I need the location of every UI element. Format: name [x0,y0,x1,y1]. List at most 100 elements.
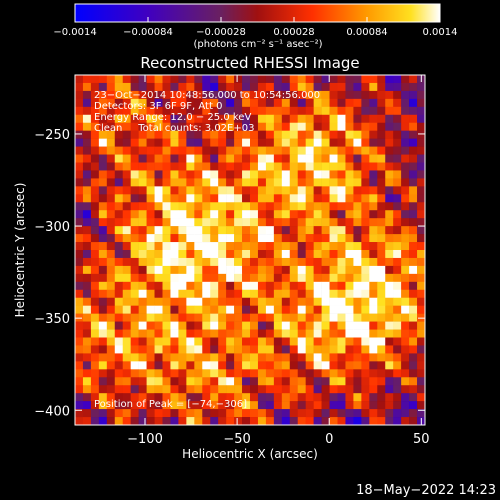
heatmap-cell [289,138,299,147]
heatmap-cell [401,353,410,362]
heatmap-cell [337,90,346,100]
heatmap-cell [146,82,155,92]
heatmap-cell [250,122,259,131]
heatmap-cell [146,114,155,124]
heatmap-cell [234,297,243,306]
heatmap-cell [401,242,410,251]
heatmap-cell [98,289,108,299]
heatmap-cell [202,138,211,147]
heatmap-cell [369,170,378,179]
heatmap-cell [281,75,291,84]
heatmap-cell [242,226,251,235]
x-tick-label: −100 [127,432,163,447]
heatmap-cell [305,234,314,243]
heatmap-cell [82,162,92,171]
heatmap-cell [162,218,171,227]
heatmap-cell [138,257,147,267]
heatmap-cell [345,313,354,322]
heatmap-cell [385,122,394,131]
heatmap-cell [234,226,243,235]
heatmap-cell [138,393,147,402]
heatmap-cell [297,106,306,116]
heatmap-cell [281,154,291,163]
heatmap-cell [289,186,299,195]
heatmap-cell [170,154,179,163]
heatmap-cell [234,257,243,267]
heatmap-cell [329,345,338,354]
heatmap-cell [377,353,386,362]
heatmap-cell [313,369,322,378]
heatmap-cell [170,250,179,259]
heatmap-cell [170,273,179,283]
heatmap-cell [273,353,283,362]
heatmap-cell [130,178,139,187]
heatmap-cell [114,226,124,235]
heatmap-cell [401,273,410,283]
heatmap-cell [186,202,195,211]
heatmap-cell [385,377,394,386]
heatmap-cell [226,321,235,330]
heatmap-cell [321,297,330,306]
heatmap-cell [194,361,203,370]
heatmap-cell [361,242,370,251]
heatmap-cell [138,194,147,203]
colorbar-unit-label: (photons cm⁻² s⁻¹ asec⁻²) [193,39,322,50]
heatmap-cell [114,377,124,386]
heatmap-cell [257,98,267,108]
heatmap-cell [82,138,92,147]
heatmap-cell [377,178,386,187]
heatmap-cell [154,401,163,410]
heatmap-cell [82,361,92,370]
plot-frame [74,74,426,426]
heatmap-cell [226,210,235,219]
heatmap-cell [329,321,338,330]
heatmap-cell [257,202,267,211]
heatmap-cell [337,218,346,227]
heatmap-cell [90,202,100,211]
heatmap-cell [393,329,402,338]
heatmap-cell [218,257,227,267]
heatmap-cell [361,162,370,171]
heatmap-cell [162,75,171,84]
heatmap-cell [353,313,362,322]
heatmap-cell [138,313,147,322]
heatmap-cell [305,305,314,314]
heatmap-cell [218,234,227,243]
heatmap-cell [289,377,299,386]
heatmap-cell [178,130,187,139]
heatmap-cell [289,313,299,322]
heatmap-cell [218,122,227,131]
heatmap-cell [361,273,370,283]
heatmap-cell [353,305,362,314]
heatmap-cell [313,154,322,163]
heatmap-cell [321,393,330,402]
heatmap-cell [162,178,171,187]
heatmap-cell [218,82,227,92]
heatmap-cell [409,218,418,227]
heatmap-cell [337,75,346,84]
heatmap-cell [417,178,426,187]
heatmap-cell [130,226,139,235]
heatmap-cell [409,162,418,171]
heatmap-cell [273,218,283,227]
heatmap-cell [257,154,267,163]
heatmap-cell [289,154,299,163]
heatmap-cell [226,417,235,426]
heatmap-cell [313,75,322,84]
heatmap-cell [393,313,402,322]
heatmap-cell [194,337,203,346]
heatmap-cell [393,194,402,203]
heatmap-cell [106,75,116,84]
heatmap-cell [401,305,410,314]
heatmap-cell [122,194,131,203]
footer-timestamp: 18−May−2022 14:23 [356,483,496,498]
heatmap-cell [313,329,322,338]
heatmap-cell [170,345,179,354]
heatmap-cell [265,417,275,426]
heatmap-cell [138,90,147,100]
heatmap-cell [234,313,243,322]
heatmap-cell [114,234,124,243]
heatmap-cell [417,114,426,124]
heatmap-cell [257,234,267,243]
heatmap-cell [401,313,410,322]
